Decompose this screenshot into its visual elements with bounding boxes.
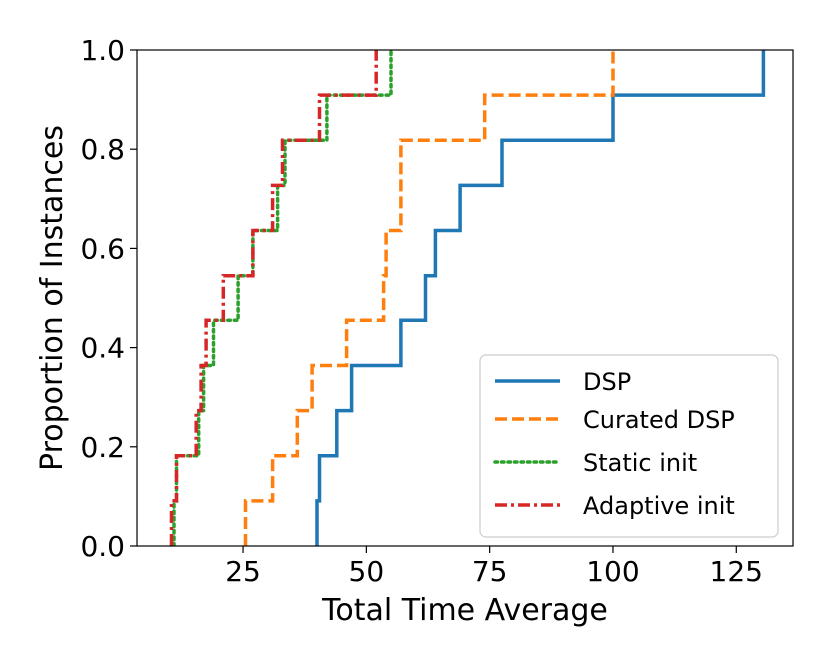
series-line-adaptive-init (169, 50, 378, 546)
x-axis-label: Total Time Average (321, 593, 608, 628)
y-tick-label: 0.0 (80, 530, 125, 563)
legend-label-curated-dsp: Curated DSP (583, 406, 735, 434)
x-tick-label: 125 (710, 555, 763, 588)
legend: DSP Curated DSP Static init Adaptive init (479, 354, 779, 538)
series-layer (169, 50, 766, 546)
series-line-curated-dsp (243, 50, 615, 546)
y-axis-label: Proportion of Instances (35, 125, 70, 471)
y-tick-label: 0.6 (80, 232, 125, 265)
x-axis: 25 50 75 100 125 (225, 546, 763, 588)
y-tick-label: 0.2 (80, 431, 125, 464)
legend-label-static-init: Static init (583, 449, 697, 477)
series-line-dsp (315, 50, 766, 546)
legend-label-adaptive-init: Adaptive init (583, 492, 735, 520)
y-tick-label: 0.8 (80, 133, 125, 166)
plot-frame (136, 49, 794, 547)
x-tick-label: 100 (586, 555, 639, 588)
x-tick-label: 50 (349, 555, 385, 588)
legend-label-dsp: DSP (583, 368, 631, 396)
legend-frame (479, 354, 779, 538)
y-axis: 0.0 0.2 0.4 0.6 0.8 1.0 (80, 34, 137, 563)
y-tick-label: 1.0 (80, 34, 125, 67)
series-line-static-init (172, 50, 393, 546)
x-tick-label: 25 (225, 555, 261, 588)
y-tick-label: 0.4 (80, 332, 125, 365)
x-tick-label: 75 (472, 555, 508, 588)
